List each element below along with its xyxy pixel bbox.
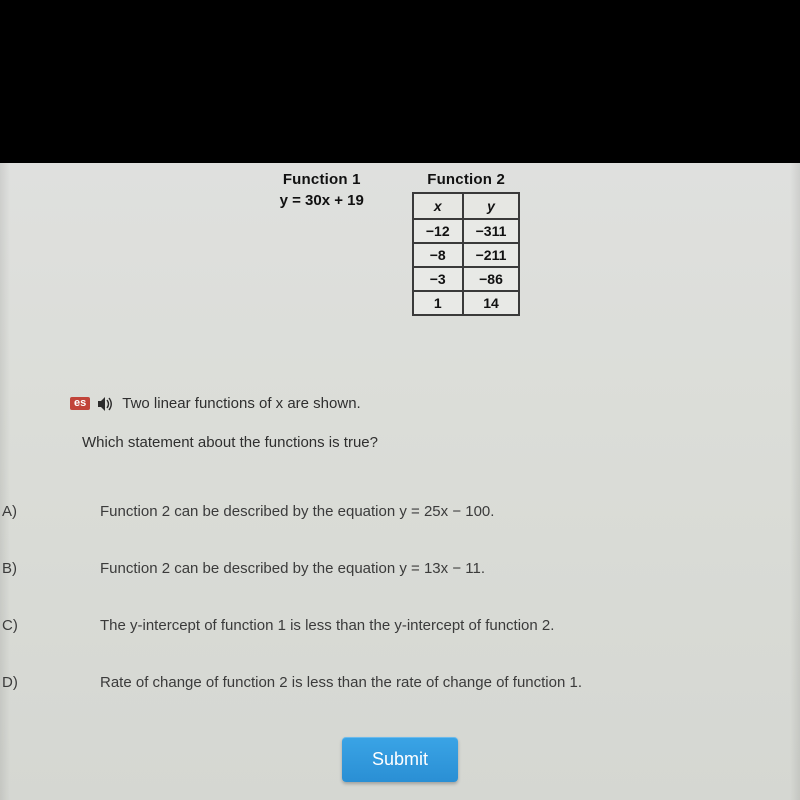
choice-letter: C) (0, 617, 40, 634)
table-header-y: y (463, 193, 520, 219)
table-row: −8 −211 (413, 243, 520, 267)
function-2: Function 2 x y −12 −311 −8 −211 −3 −86 (412, 171, 521, 316)
answer-choices: A) Function 2 can be described by the eq… (0, 503, 800, 731)
choice-text: Rate of change of function 2 is less tha… (40, 674, 582, 691)
table-header-row: x y (413, 193, 520, 219)
function-1: Function 1 y = 30x + 19 (280, 171, 364, 316)
question-intro-text: Two linear functions of x are shown. (122, 395, 360, 412)
choice-text: Function 2 can be described by the equat… (40, 560, 485, 577)
choice-letter: A) (0, 503, 40, 520)
choice-D[interactable]: D) Rate of change of function 2 is less … (0, 674, 800, 691)
audio-icon[interactable] (98, 397, 114, 411)
submit-wrap: Submit (0, 737, 800, 782)
submit-button[interactable]: Submit (342, 737, 458, 782)
function-2-title: Function 2 (412, 171, 521, 188)
top-black-bar (0, 0, 800, 163)
choice-text: Function 2 can be described by the equat… (40, 503, 494, 520)
functions-row: Function 1 y = 30x + 19 Function 2 x y −… (0, 163, 800, 316)
table-header-x: x (413, 193, 463, 219)
function-1-equation: y = 30x + 19 (280, 192, 364, 209)
choice-letter: D) (0, 674, 40, 691)
question-block: es Two linear functions of x are shown. … (0, 395, 800, 451)
function-2-table: x y −12 −311 −8 −211 −3 −86 1 14 (412, 192, 521, 316)
table-row: −3 −86 (413, 267, 520, 291)
table-row: −12 −311 (413, 219, 520, 243)
choice-B[interactable]: B) Function 2 can be described by the eq… (0, 560, 800, 577)
choice-A[interactable]: A) Function 2 can be described by the eq… (0, 503, 800, 520)
choice-text: The y-intercept of function 1 is less th… (40, 617, 554, 634)
choice-C[interactable]: C) The y-intercept of function 1 is less… (0, 617, 800, 634)
function-1-title: Function 1 (280, 171, 364, 188)
question-prompt-text: Which statement about the functions is t… (82, 434, 788, 451)
question-panel: Function 1 y = 30x + 19 Function 2 x y −… (0, 163, 800, 800)
table-row: 1 14 (413, 291, 520, 315)
choice-letter: B) (0, 560, 40, 577)
language-badge[interactable]: es (70, 397, 90, 410)
question-line-1: es Two linear functions of x are shown. (70, 395, 788, 412)
